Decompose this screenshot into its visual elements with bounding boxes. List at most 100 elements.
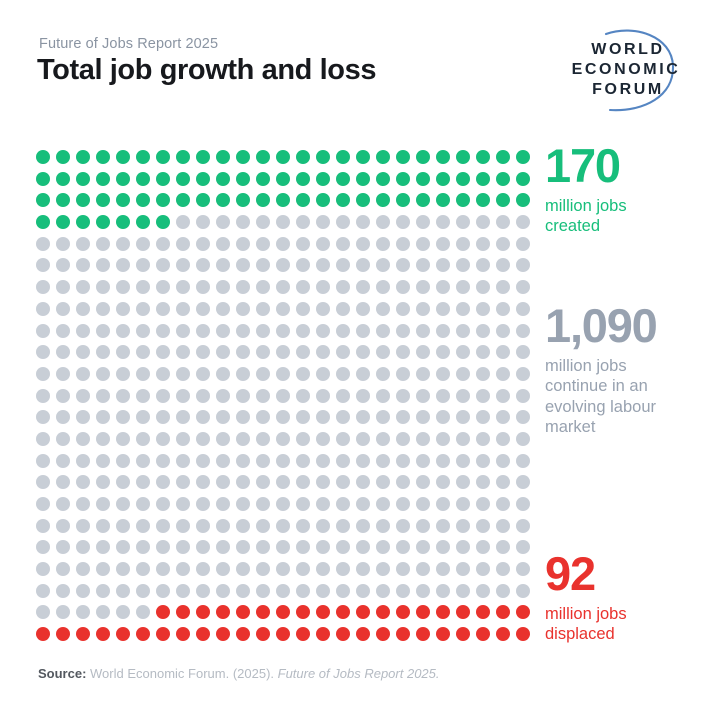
dot-jobs-continuing <box>256 431 270 446</box>
dot-jobs-continuing <box>496 345 510 360</box>
dot-jobs-continuing <box>276 562 290 577</box>
dot-jobs-created <box>416 193 430 208</box>
dot-jobs-displaced <box>156 627 170 642</box>
dot-jobs-continuing <box>336 301 350 316</box>
dot-jobs-continuing <box>196 475 210 490</box>
dot-jobs-displaced <box>36 627 50 642</box>
dot-jobs-continuing <box>236 562 250 577</box>
dot-jobs-continuing <box>396 497 410 511</box>
dot-jobs-continuing <box>76 345 90 360</box>
dot-jobs-created <box>256 150 270 164</box>
dot-jobs-continuing <box>296 583 310 598</box>
dot-jobs-continuing <box>456 562 470 577</box>
dot-jobs-continuing <box>216 583 230 598</box>
dot-jobs-displaced <box>336 627 350 642</box>
dot-jobs-continuing <box>436 453 450 468</box>
dot-jobs-continuing <box>396 215 410 230</box>
dot-jobs-continuing <box>276 518 290 533</box>
dot-jobs-continuing <box>196 497 210 511</box>
dot-jobs-continuing <box>276 215 290 230</box>
dot-jobs-continuing <box>316 497 330 511</box>
dot-jobs-continuing <box>296 562 310 577</box>
dot-jobs-created <box>36 171 50 186</box>
dot-jobs-continuing <box>496 215 510 230</box>
dot-jobs-continuing <box>356 258 370 273</box>
dot-jobs-continuing <box>136 497 150 511</box>
dot-jobs-created <box>456 193 470 208</box>
dot-jobs-created <box>336 193 350 208</box>
dot-jobs-continuing <box>296 388 310 403</box>
dot-jobs-created <box>496 193 510 208</box>
dot-jobs-continuing <box>36 388 50 403</box>
dot-jobs-created <box>216 171 230 186</box>
dot-jobs-created <box>456 171 470 186</box>
dot-jobs-continuing <box>76 258 90 273</box>
dot-jobs-continuing <box>516 453 530 468</box>
dot-jobs-created <box>96 215 110 230</box>
dot-jobs-continuing <box>256 215 270 230</box>
dot-jobs-continuing <box>276 236 290 251</box>
dot-jobs-continuing <box>276 280 290 295</box>
dot-jobs-continuing <box>396 388 410 403</box>
dot-jobs-continuing <box>436 366 450 381</box>
dot-jobs-continuing <box>336 583 350 598</box>
dot-jobs-continuing <box>496 583 510 598</box>
dot-jobs-continuing <box>256 258 270 273</box>
dot-jobs-continuing <box>436 388 450 403</box>
dot-jobs-continuing <box>176 518 190 533</box>
dot-jobs-continuing <box>276 301 290 316</box>
dot-jobs-continuing <box>216 431 230 446</box>
dot-jobs-continuing <box>396 258 410 273</box>
dot-jobs-continuing <box>76 431 90 446</box>
dot-jobs-created <box>56 215 70 230</box>
dot-jobs-created <box>396 171 410 186</box>
dot-jobs-continuing <box>296 345 310 360</box>
dot-jobs-continuing <box>236 475 250 490</box>
dot-jobs-continuing <box>236 301 250 316</box>
dot-jobs-continuing <box>436 236 450 251</box>
dot-jobs-continuing <box>296 323 310 338</box>
dot-jobs-continuing <box>96 562 110 577</box>
dot-jobs-continuing <box>376 258 390 273</box>
dot-jobs-displaced <box>176 605 190 620</box>
dot-jobs-continuing <box>476 562 490 577</box>
dot-jobs-continuing <box>36 497 50 511</box>
dot-jobs-continuing <box>516 583 530 598</box>
dot-jobs-continuing <box>416 345 430 360</box>
dot-jobs-continuing <box>456 388 470 403</box>
dot-jobs-continuing <box>436 562 450 577</box>
dot-jobs-continuing <box>216 301 230 316</box>
dot-jobs-continuing <box>36 583 50 598</box>
dot-jobs-continuing <box>416 453 430 468</box>
dot-jobs-created <box>176 171 190 186</box>
dot-jobs-continuing <box>496 323 510 338</box>
dot-jobs-continuing <box>336 410 350 425</box>
dot-jobs-created <box>116 215 130 230</box>
dot-jobs-continuing <box>316 583 330 598</box>
dot-jobs-continuing <box>136 518 150 533</box>
dot-jobs-created <box>296 150 310 164</box>
dot-jobs-continuing <box>36 453 50 468</box>
dot-jobs-continuing <box>256 366 270 381</box>
dot-jobs-continuing <box>396 301 410 316</box>
dot-jobs-continuing <box>416 323 430 338</box>
dot-jobs-continuing <box>116 410 130 425</box>
dot-jobs-continuing <box>156 236 170 251</box>
dot-jobs-created <box>436 150 450 164</box>
dot-jobs-continuing <box>436 518 450 533</box>
dot-jobs-continuing <box>196 562 210 577</box>
dot-jobs-continuing <box>276 410 290 425</box>
dot-jobs-continuing <box>96 475 110 490</box>
dot-jobs-continuing <box>56 475 70 490</box>
dot-jobs-continuing <box>376 518 390 533</box>
dot-jobs-continuing <box>36 475 50 490</box>
dot-jobs-continuing <box>76 323 90 338</box>
dot-jobs-continuing <box>316 518 330 533</box>
dot-jobs-continuing <box>476 453 490 468</box>
dot-jobs-continuing <box>176 562 190 577</box>
dot-jobs-continuing <box>36 301 50 316</box>
dot-jobs-continuing <box>36 410 50 425</box>
dot-jobs-created <box>196 171 210 186</box>
dot-jobs-displaced <box>96 627 110 642</box>
dot-jobs-created <box>96 193 110 208</box>
